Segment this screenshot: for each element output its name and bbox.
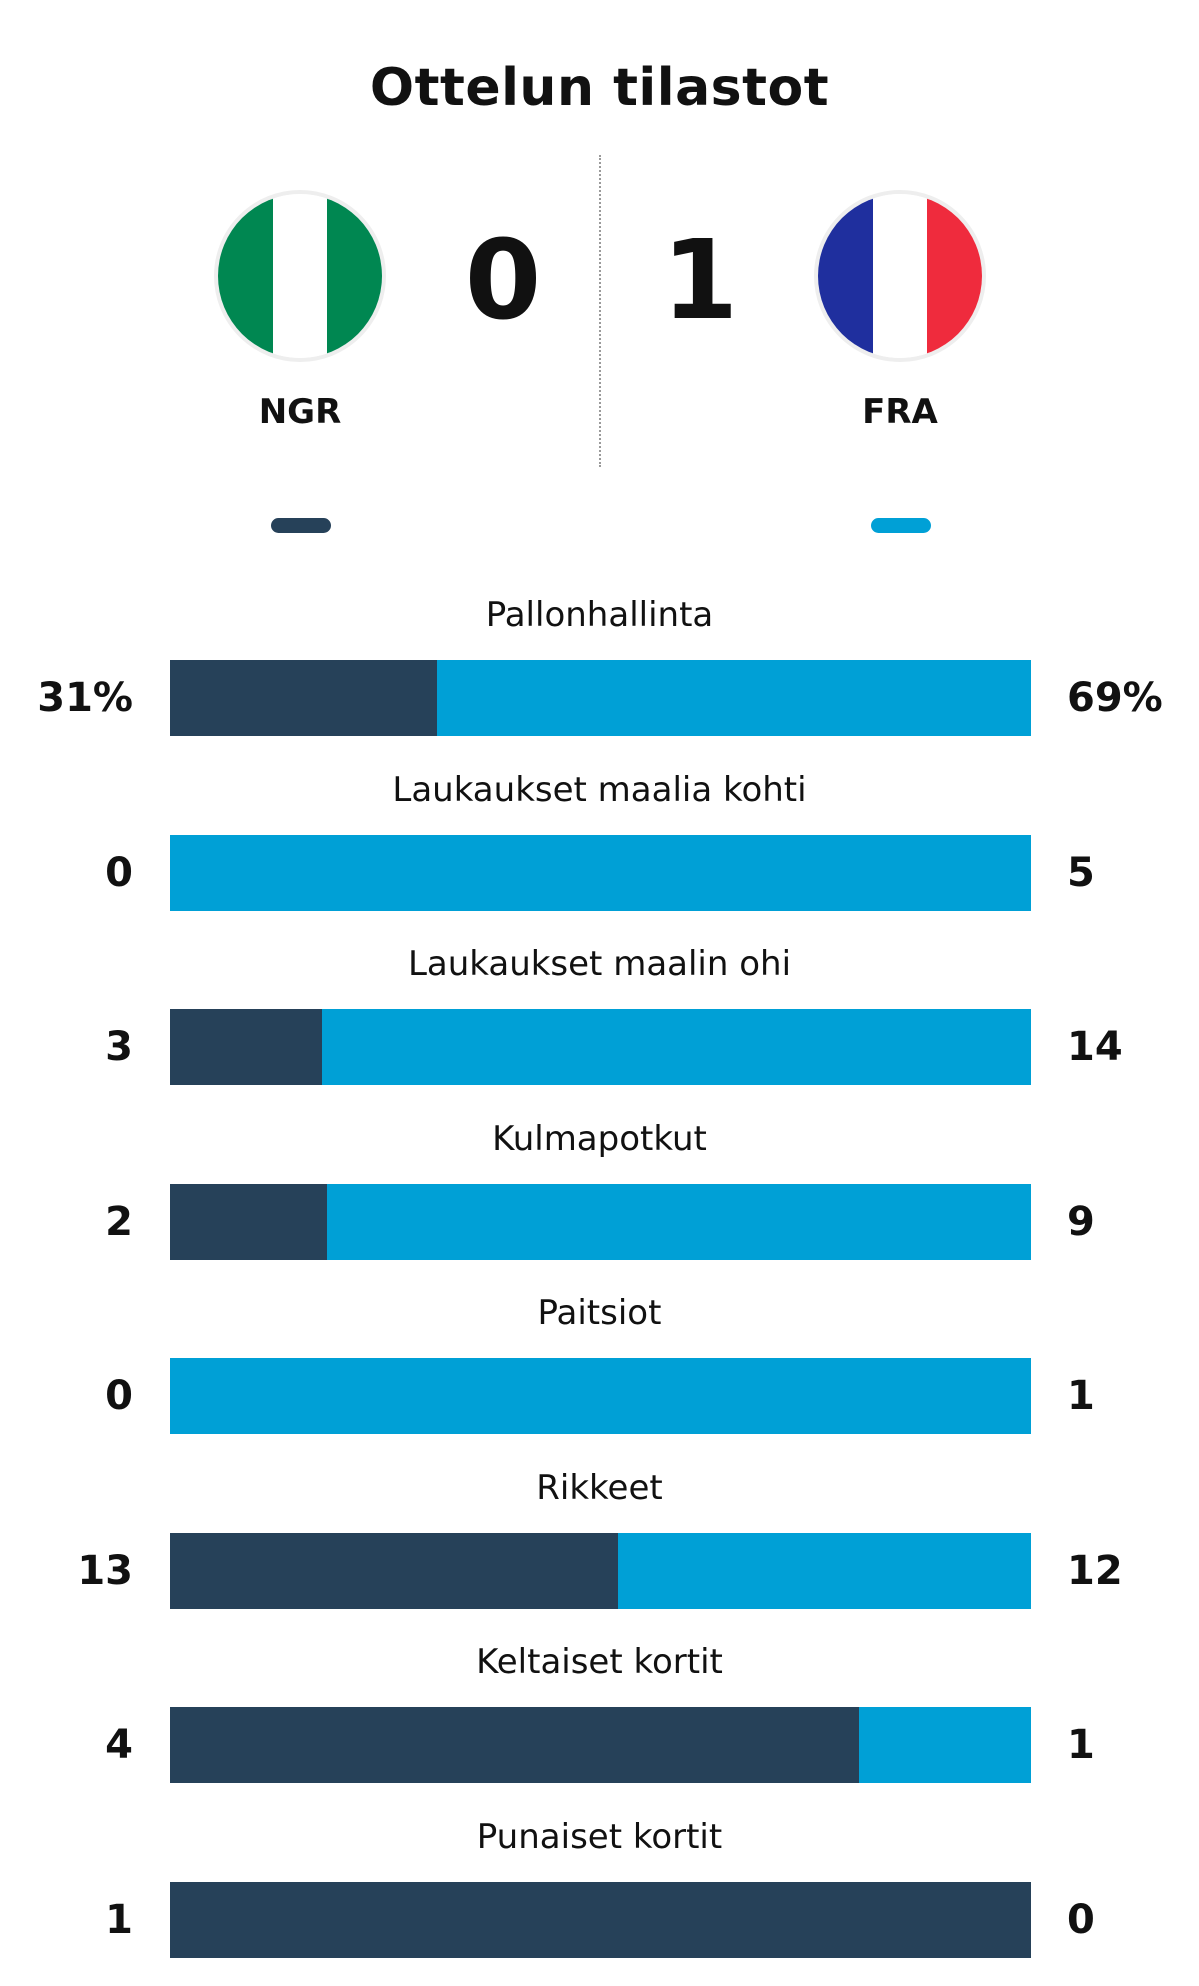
- stat-label: Laukaukset maalia kohti: [392, 769, 807, 810]
- stat-home-value: 1: [105, 1896, 133, 1943]
- away-score: 1: [661, 216, 739, 344]
- page-title: Ottelun tilastot: [369, 58, 830, 118]
- stat-bar-home-segment: [170, 1183, 327, 1260]
- stat-bar-home-segment: [170, 1532, 618, 1609]
- score-divider: [599, 155, 601, 467]
- france-flag-icon: [814, 190, 986, 362]
- stat-row: Punaiset kortit 1 0: [0, 1812, 1199, 1986]
- stat-home-value: 0: [105, 849, 133, 896]
- nigeria-flag-icon: [214, 190, 386, 362]
- stat-bar-home-segment: [170, 1009, 322, 1085]
- stat-bar: [170, 1358, 1031, 1434]
- stat-bar-home-segment: [170, 660, 437, 736]
- away-team-code: FRA: [862, 392, 938, 432]
- stat-home-value: 4: [105, 1722, 133, 1768]
- home-flag-stripe-2: [272, 194, 328, 358]
- stat-bar: [170, 1881, 1031, 1958]
- stat-label: Rikkeet: [536, 1467, 663, 1508]
- stat-bar-away-segment: [326, 1183, 1031, 1260]
- stat-row: Paitsiot 0 1: [0, 1288, 1199, 1462]
- stat-away-value: 12: [1067, 1547, 1123, 1594]
- home-flag-stripe-1: [218, 194, 273, 358]
- stat-away-value: 1: [1067, 1722, 1095, 1768]
- stat-home-value: 13: [77, 1547, 133, 1594]
- stat-row: Laukaukset maalia kohti 0 5: [0, 765, 1199, 939]
- home-score: 0: [464, 216, 542, 344]
- stat-home-value: 2: [105, 1198, 133, 1245]
- stat-label: Paitsiot: [537, 1293, 662, 1333]
- stat-away-value: 69%: [1067, 675, 1163, 721]
- away-flag-stripe-2: [872, 194, 928, 358]
- stat-label: Keltaiset kortit: [476, 1642, 723, 1682]
- stat-bar-home-segment: [170, 1707, 859, 1783]
- stat-label: Punaiset kortit: [476, 1816, 723, 1857]
- away-legend-pill: [871, 518, 931, 533]
- stat-bar: [170, 1009, 1031, 1085]
- stat-bar-away-segment: [858, 1707, 1031, 1783]
- stat-bar: [170, 1532, 1031, 1609]
- home-team-code: NGR: [258, 392, 342, 432]
- stat-bar: [170, 1707, 1031, 1783]
- stat-away-value: 1: [1067, 1373, 1095, 1419]
- stat-home-value: 3: [105, 1024, 133, 1070]
- stat-bar-away-segment: [170, 834, 1031, 911]
- stat-label: Laukaukset maalin ohi: [407, 944, 792, 984]
- stat-label: Pallonhallinta: [485, 595, 714, 635]
- stat-row: Rikkeet 13 12: [0, 1463, 1199, 1637]
- stat-bar-home-segment: [170, 1881, 1031, 1958]
- stat-bar: [170, 660, 1031, 736]
- home-legend-pill: [271, 518, 331, 533]
- stat-away-value: 5: [1067, 849, 1095, 896]
- stat-row: Laukaukset maalin ohi 3 14: [0, 939, 1199, 1113]
- stat-bar-away-segment: [321, 1009, 1031, 1085]
- stat-label: Kulmapotkut: [492, 1118, 707, 1159]
- stat-bar-away-segment: [170, 1358, 1031, 1434]
- stat-away-value: 0: [1067, 1896, 1095, 1943]
- stat-bar: [170, 834, 1031, 911]
- stat-bar: [170, 1183, 1031, 1260]
- stat-row: Keltaiset kortit 4 1: [0, 1637, 1199, 1811]
- home-flag-stripe-3: [327, 194, 382, 358]
- stat-home-value: 31%: [37, 675, 133, 721]
- stat-away-value: 14: [1067, 1024, 1123, 1070]
- stat-row: Kulmapotkut 2 9: [0, 1114, 1199, 1288]
- away-flag-stripe-1: [818, 194, 873, 358]
- stat-bar-away-segment: [617, 1532, 1031, 1609]
- stat-home-value: 0: [105, 1373, 133, 1419]
- away-flag-stripe-3: [927, 194, 982, 358]
- stat-row: Pallonhallinta 31% 69%: [0, 590, 1199, 764]
- stat-away-value: 9: [1067, 1198, 1095, 1245]
- stat-bar-away-segment: [436, 660, 1031, 736]
